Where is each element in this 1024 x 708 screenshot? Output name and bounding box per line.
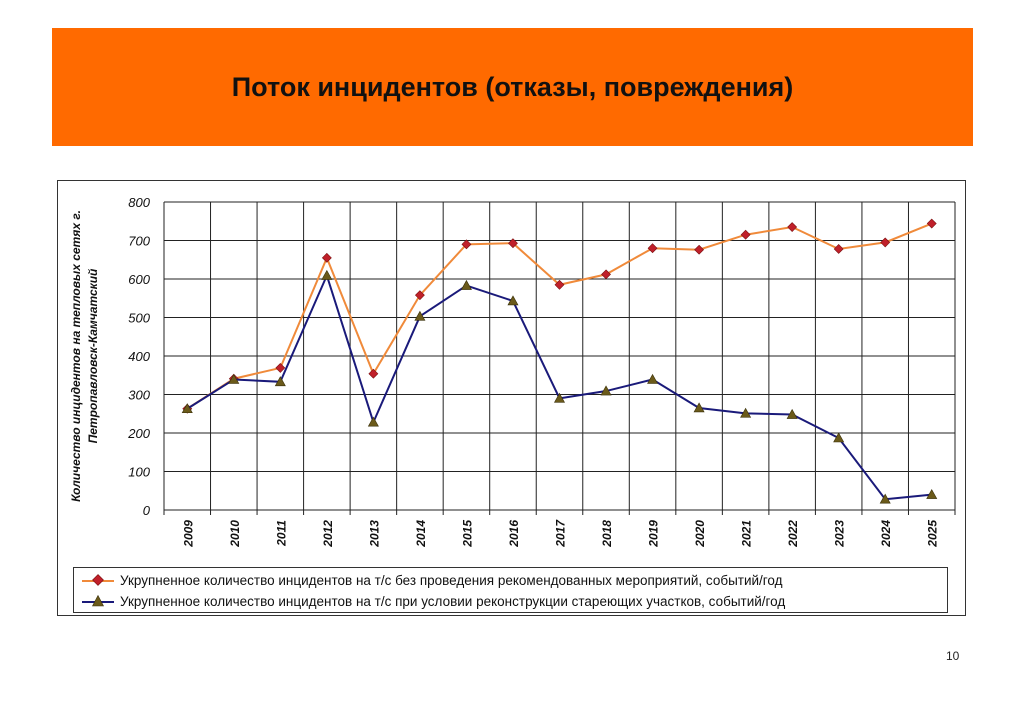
- series-1-point: [554, 279, 565, 290]
- x-tick-label: 2010: [228, 520, 242, 548]
- x-tick-label: 2014: [414, 520, 428, 548]
- y-tick-label: 200: [127, 426, 150, 441]
- series-2-point: [181, 403, 193, 414]
- series-2-point: [460, 279, 472, 290]
- legend-entry-series-2: Укрупненное количество инцидентов на т/с…: [82, 591, 785, 611]
- series-1-point: [368, 368, 379, 379]
- x-tick-label: 2024: [879, 520, 893, 548]
- series-2-point: [647, 373, 659, 384]
- series-1-point: [321, 252, 332, 263]
- y-tick-label: 0: [143, 503, 151, 518]
- y-tick-label: 500: [128, 311, 150, 326]
- series-1-point: [461, 239, 472, 250]
- series-2-point: [786, 408, 798, 419]
- x-tick-label: 2023: [833, 520, 847, 548]
- legend-swatch-series-1: [82, 573, 114, 587]
- x-tick-label: 2017: [554, 519, 568, 548]
- series-1-point: [787, 222, 798, 232]
- series-1-point: [414, 290, 425, 301]
- chart-legend: Укрупненное количество инцидентов на т/с…: [73, 567, 948, 613]
- series-1-point: [833, 244, 844, 254]
- x-tick-label: 2025: [926, 520, 940, 548]
- series-2-point: [414, 310, 426, 321]
- legend-label-series-2: Укрупненное количество инцидентов на т/с…: [120, 593, 786, 609]
- x-tick-label: 2022: [786, 520, 800, 548]
- y-tick-label: 700: [128, 234, 150, 249]
- series-2-point: [321, 269, 333, 280]
- series-2-point: [879, 493, 891, 504]
- series-2-point: [833, 432, 845, 443]
- x-tick-label: 2015: [460, 520, 474, 548]
- y-axis-label-line: Количество инцидентов на тепловых сетях …: [69, 210, 83, 502]
- series-1-point: [601, 269, 611, 280]
- series-2-point: [274, 376, 286, 387]
- y-axis-label-line: Петропавловск-Камчатский: [86, 268, 100, 443]
- series-2-point: [507, 295, 519, 306]
- series-2-point: [600, 385, 612, 396]
- x-tick-label: 2009: [181, 520, 195, 548]
- page-number: 10: [946, 649, 960, 663]
- y-tick-label: 100: [128, 465, 150, 480]
- series-2-point: [740, 407, 752, 418]
- legend-swatch-series-2: [82, 594, 114, 608]
- x-tick-label: 2012: [321, 520, 335, 548]
- series-1-point: [508, 238, 518, 249]
- x-tick-label: 2013: [367, 520, 381, 548]
- y-tick-label: 600: [128, 272, 150, 287]
- line-chart: 0 100 200 300 400 500 600 700 800 2009 2010 2011 201…: [69, 195, 956, 548]
- page-title: Поток инцидентов (отказы, повреждения): [231, 71, 794, 102]
- x-tick-label: 2011: [274, 520, 288, 547]
- x-tick-label: 2020: [693, 520, 707, 548]
- x-tick-label: 2019: [647, 520, 661, 548]
- series-1-point: [926, 218, 937, 229]
- series-2-point: [553, 392, 566, 403]
- x-tick-label: 2016: [507, 520, 521, 548]
- chart-frame: 0 100 200 300 400 500 600 700 800 2009 2010 2011 201…: [57, 180, 966, 616]
- legend-entry-series-1: Укрупненное количество инцидентов на т/с…: [82, 570, 783, 590]
- y-tick-label: 300: [128, 388, 150, 403]
- title-banner: Поток инцидентов (отказы, повреждения): [52, 28, 973, 146]
- series-1-point: [275, 363, 286, 373]
- series-1-point: [694, 244, 705, 255]
- series-1-point: [647, 243, 658, 254]
- x-tick-label: 2021: [740, 520, 754, 548]
- series-2-point: [926, 488, 938, 499]
- series-1-point: [740, 229, 751, 240]
- series-2-point: [228, 373, 240, 384]
- x-tick-label: 2018: [600, 520, 614, 548]
- y-tick-label: 800: [128, 195, 150, 210]
- series-2-point: [693, 402, 705, 413]
- y-tick-label: 400: [128, 349, 150, 364]
- series-2-point: [367, 416, 379, 427]
- legend-label-series-1: Укрупненное количество инцидентов на т/с…: [120, 572, 783, 588]
- series-1-point: [880, 237, 891, 248]
